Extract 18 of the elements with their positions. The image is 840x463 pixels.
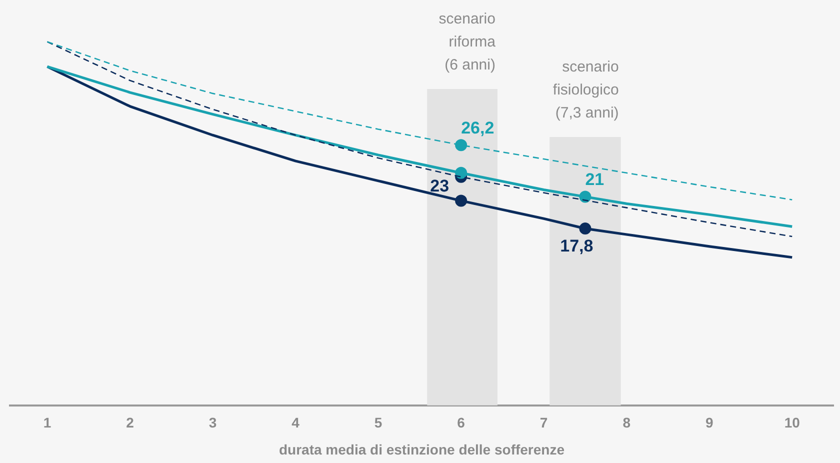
x-tick-label: 9 [705,414,714,431]
x-tick-label: 1 [43,414,52,431]
x-tick-label: 2 [126,414,134,431]
band-label: scenario riforma (6 anni) [438,10,496,74]
x-axis-title: durata media di estinzione delle sofferenze [278,441,565,458]
x-tick-label: 7 [540,414,548,431]
data-label: 26,2 [461,118,494,138]
band-label: scenario fisiologico (7,3 anni) [552,58,619,122]
x-tick-label: 8 [622,414,631,431]
data-label: 21 [585,170,604,189]
x-tick-label: 4 [292,414,300,431]
x-tick-label: 10 [784,414,800,431]
x-tick-label: 5 [374,414,382,431]
x-tick-label: 3 [208,414,217,431]
x-tick-label: 6 [457,414,466,431]
data-label: 23 [430,176,450,196]
point [455,139,468,152]
data-label: 17,8 [560,236,594,256]
